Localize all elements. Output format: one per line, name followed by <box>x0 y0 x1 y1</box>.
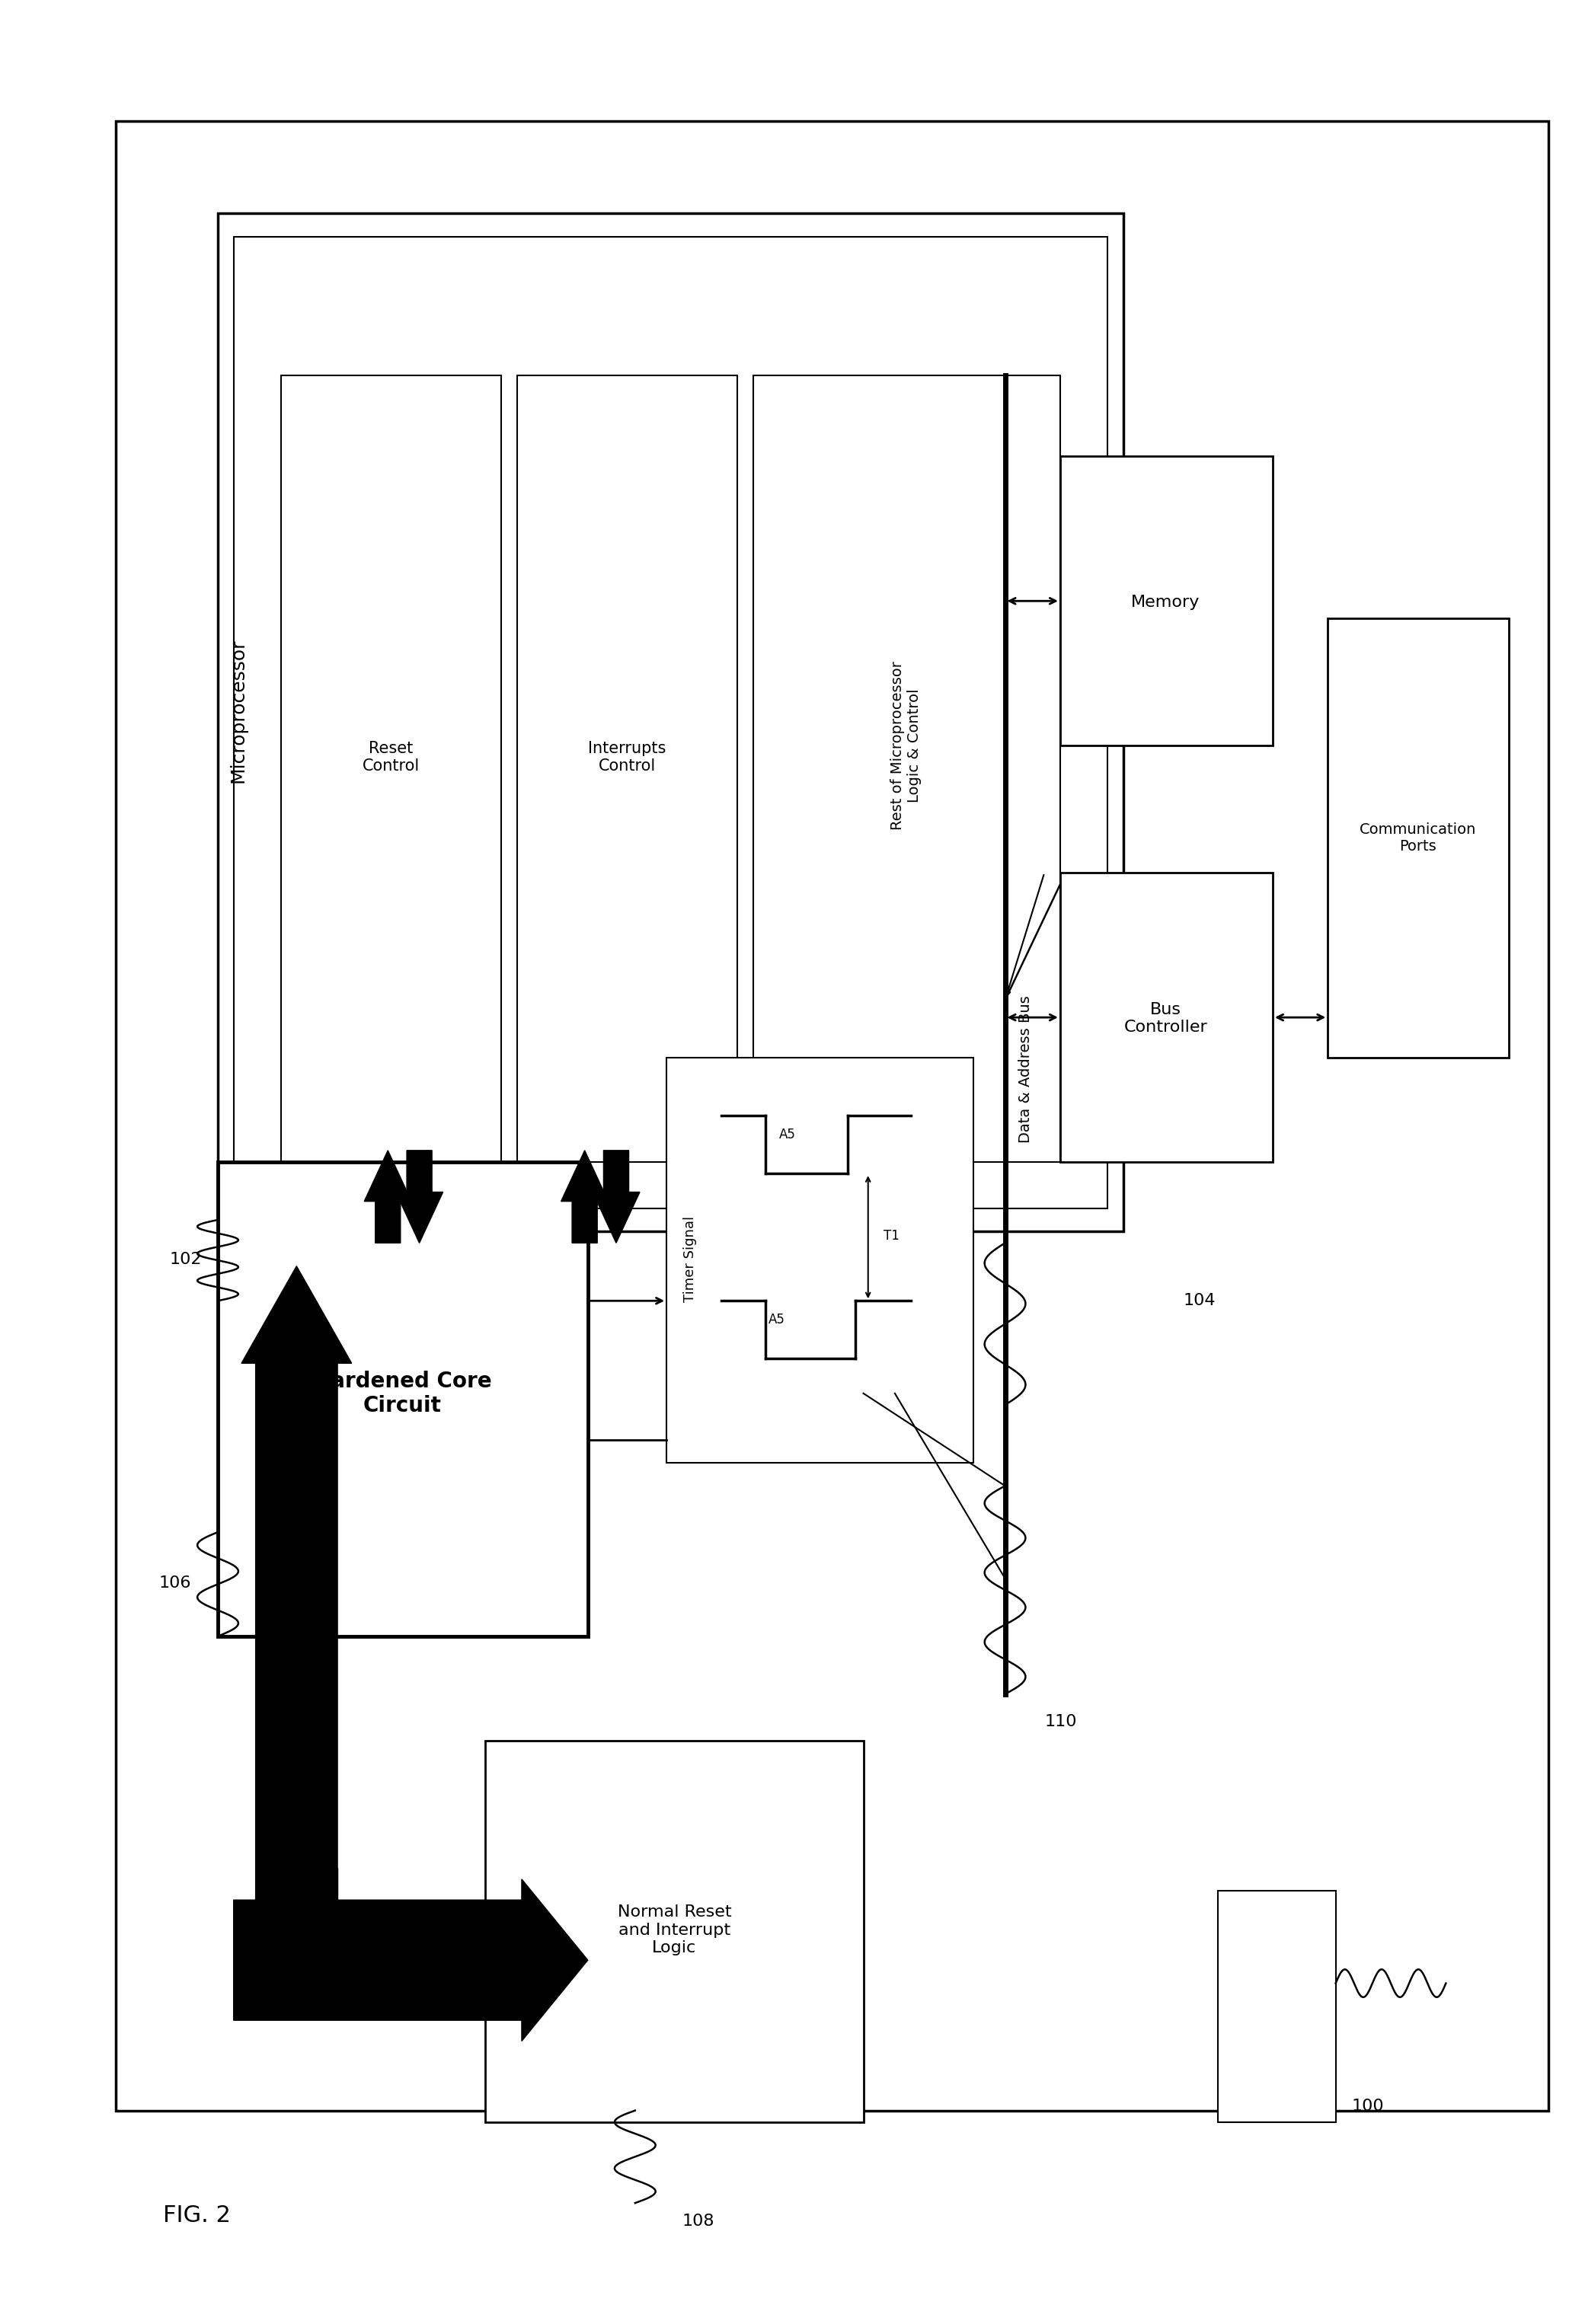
Bar <box>485 1741 864 2122</box>
Text: 106: 106 <box>158 1576 192 1590</box>
Text: 104: 104 <box>1182 1292 1216 1308</box>
Polygon shape <box>396 1150 442 1243</box>
Text: FIG. 2: FIG. 2 <box>163 2203 230 2226</box>
Text: 110: 110 <box>1045 1715 1076 1729</box>
Bar <box>1217 1892 1336 2122</box>
Text: A5: A5 <box>769 1313 785 1327</box>
Text: Communication
Ports: Communication Ports <box>1358 823 1476 853</box>
Polygon shape <box>593 1150 640 1243</box>
Bar <box>233 237 1108 1208</box>
Bar <box>517 376 737 1162</box>
Text: T1: T1 <box>884 1229 900 1243</box>
Text: Timer Signal: Timer Signal <box>683 1215 697 1301</box>
Bar <box>1328 618 1509 1057</box>
Bar <box>116 121 1549 2110</box>
Text: Data & Address Bus: Data & Address Bus <box>1018 995 1033 1143</box>
Text: Hardened Core
Circuit: Hardened Core Circuit <box>312 1371 491 1415</box>
Polygon shape <box>365 1150 412 1243</box>
Bar <box>753 376 1060 1162</box>
Text: Reset
Control: Reset Control <box>363 741 420 774</box>
Text: Microprocessor: Microprocessor <box>230 639 247 783</box>
Text: 102: 102 <box>170 1253 203 1267</box>
Text: 100: 100 <box>1352 2099 1384 2113</box>
Bar <box>1060 874 1273 1162</box>
Bar <box>217 1162 588 1636</box>
Text: A5: A5 <box>780 1127 796 1141</box>
Polygon shape <box>561 1150 609 1243</box>
Bar <box>281 376 501 1162</box>
Text: Normal Reset
and Interrupt
Logic: Normal Reset and Interrupt Logic <box>618 1906 731 1954</box>
Polygon shape <box>255 1868 338 1971</box>
Text: Bus
Controller: Bus Controller <box>1124 1002 1208 1034</box>
Text: 108: 108 <box>682 2215 715 2229</box>
Polygon shape <box>233 1880 588 2040</box>
Bar <box>217 214 1124 1232</box>
Text: Rest of Microprocessor
Logic & Control: Rest of Microprocessor Logic & Control <box>891 660 921 830</box>
Bar <box>667 1057 973 1462</box>
Text: Memory: Memory <box>1132 595 1200 609</box>
Text: Interrupts
Control: Interrupts Control <box>588 741 666 774</box>
Bar <box>1060 456 1273 746</box>
Polygon shape <box>241 1267 352 1971</box>
